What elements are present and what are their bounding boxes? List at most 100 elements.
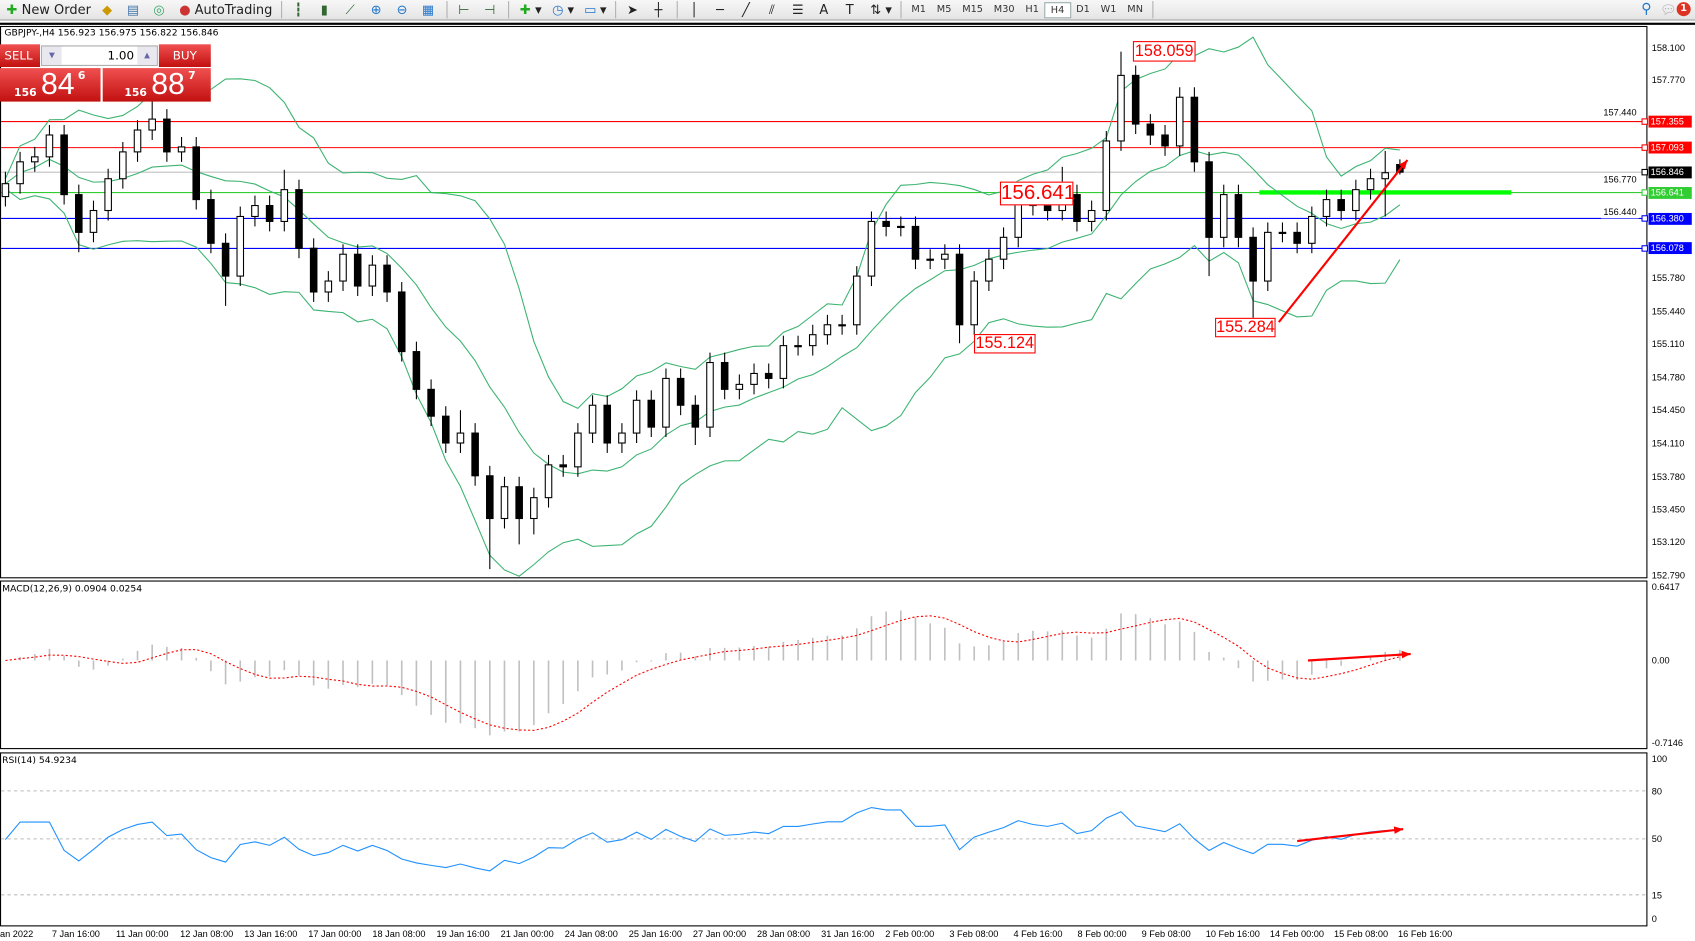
candle-body: [618, 432, 626, 444]
lot-increase-button[interactable]: ▲: [137, 46, 157, 65]
indicators-button[interactable]: ✚ ▾: [515, 1, 545, 19]
navigator-button[interactable]: ▤: [122, 1, 146, 19]
lot-size-input[interactable]: 1.00: [107, 48, 135, 63]
candle-body: [764, 372, 773, 379]
text-label-button[interactable]: T: [839, 1, 863, 19]
candlestick-button[interactable]: ▮: [313, 1, 337, 19]
candle: [45, 125, 54, 167]
candle: [1366, 168, 1375, 200]
toolbar: ✚ New Order ◆ ▤ ◎ ● AutoTrading ┇ ▮ ⟋ ⊕ ⊖ …: [0, 0, 1695, 21]
chart-shift-button[interactable]: ⊢: [453, 1, 477, 19]
candle: [941, 244, 949, 270]
horizontal-line-button[interactable]: ─: [709, 1, 733, 19]
candle-body: [779, 345, 788, 379]
signals-button[interactable]: ◎: [148, 1, 172, 19]
date-tick-label: 28 Jan 08:00: [757, 928, 811, 940]
candle: [207, 189, 215, 254]
candle-body: [574, 432, 582, 468]
new-order-button[interactable]: ✚ New Order: [1, 1, 94, 19]
bollinger-middle: [5, 150, 1401, 475]
periods-button[interactable]: ◷ ▾: [552, 2, 575, 18]
timeframe-h1[interactable]: H1: [1025, 3, 1039, 15]
buy-button[interactable]: BUY: [158, 44, 211, 68]
date-tick-label: 27 Jan 00:00: [692, 928, 747, 940]
macd-signal-line: [5, 615, 1401, 731]
arrows-button[interactable]: ⇅ ▾: [865, 1, 895, 19]
candle: [838, 314, 846, 335]
search-icon[interactable]: ⚲: [1641, 1, 1652, 18]
sell-button[interactable]: SELL: [0, 44, 40, 68]
timeframe-bar: M1 M5 M15 M30 H1 H4 D1 W1 MN: [906, 1, 1148, 18]
candle: [397, 282, 406, 362]
zoom-out-button[interactable]: ⊖: [391, 1, 415, 19]
candle: [882, 211, 890, 237]
tile-windows-button[interactable]: ▦: [417, 1, 441, 19]
timeframe-m5[interactable]: M5: [936, 3, 952, 15]
timeframe-m1[interactable]: M1: [911, 3, 926, 15]
autoscroll-button[interactable]: ⊣: [479, 1, 503, 19]
cursor-button[interactable]: ➤: [622, 1, 646, 19]
trend-arrow-price: [1277, 159, 1409, 323]
candle-body: [324, 280, 333, 293]
date-tick-label: 4 Feb 16:00: [1013, 928, 1063, 940]
line-chart-button[interactable]: ⟋: [339, 1, 363, 19]
annotation-low-2[interactable]: 155.284: [1215, 317, 1276, 338]
timeframe-h4[interactable]: H4: [1044, 1, 1071, 18]
price-tick-label: 153.120: [1651, 536, 1685, 548]
timeframe-d1[interactable]: D1: [1076, 3, 1090, 15]
candle: [221, 233, 230, 306]
fibonacci-button[interactable]: ☰: [787, 1, 811, 19]
vertical-line-button[interactable]: │: [683, 1, 707, 19]
trendline-button[interactable]: ╱: [735, 1, 759, 19]
bar-chart-button[interactable]: ┇: [288, 1, 312, 19]
annotation-low-1[interactable]: 155.124: [973, 334, 1036, 354]
autotrading-button[interactable]: ● AutoTrading: [179, 2, 273, 18]
channel-button[interactable]: ⫽: [761, 1, 785, 19]
text-button[interactable]: A: [813, 1, 837, 19]
candle: [1234, 184, 1243, 248]
timeframe-m15[interactable]: M15: [962, 3, 983, 15]
timeframe-w1[interactable]: W1: [1100, 3, 1117, 15]
candle: [295, 179, 303, 259]
main-chart-frame: [0, 25, 1648, 579]
price-tick-label: 152.790: [1651, 569, 1685, 581]
candle: [852, 266, 861, 335]
chat-button[interactable]: 💬︎ 1: [1660, 2, 1691, 17]
date-tick-label: 9 Feb 08:00: [1141, 928, 1191, 940]
candle-body: [412, 351, 421, 390]
zoom-in-button[interactable]: ⊕: [365, 1, 389, 19]
candle-body: [1205, 161, 1213, 238]
price-tick-label: 154.450: [1651, 404, 1685, 416]
timeframe-m30[interactable]: M30: [993, 3, 1015, 15]
buy-price-button[interactable]: 156 88 7: [102, 68, 211, 102]
date-tick-label: 31 Jan 16:00: [821, 928, 875, 940]
candle-body: [368, 264, 377, 287]
candle-body: [1264, 231, 1272, 282]
line-handle: [1641, 215, 1648, 222]
candle-body: [559, 464, 567, 468]
sell-price-button[interactable]: 156 84 6: [0, 68, 101, 102]
annotation-high[interactable]: 158.059: [1132, 41, 1196, 62]
candle-body: [603, 404, 612, 444]
price-line-tag: 157.093: [1648, 141, 1692, 154]
lot-decrease-button[interactable]: ▼: [42, 46, 62, 65]
market-watch-icon: ◆: [102, 2, 113, 18]
line-handle: [1641, 168, 1648, 176]
timeframe-mn[interactable]: MN: [1127, 3, 1143, 15]
candle-body: [632, 399, 641, 434]
candle-body: [985, 258, 993, 282]
line-handle: [1641, 118, 1648, 125]
candle-body: [295, 189, 303, 249]
candle-body: [251, 205, 259, 218]
candle-body: [647, 399, 656, 428]
candle: [632, 390, 641, 444]
market-watch-button[interactable]: ◆: [96, 1, 120, 19]
crosshair-button[interactable]: ┼: [648, 1, 672, 19]
annotation-support[interactable]: 156.641: [999, 181, 1076, 206]
lot-size-stepper[interactable]: ▼ 1.00 ▲: [41, 45, 158, 66]
candle-body: [148, 118, 156, 131]
templates-button[interactable]: ▭ ▾: [584, 2, 607, 18]
candle: [427, 379, 435, 427]
